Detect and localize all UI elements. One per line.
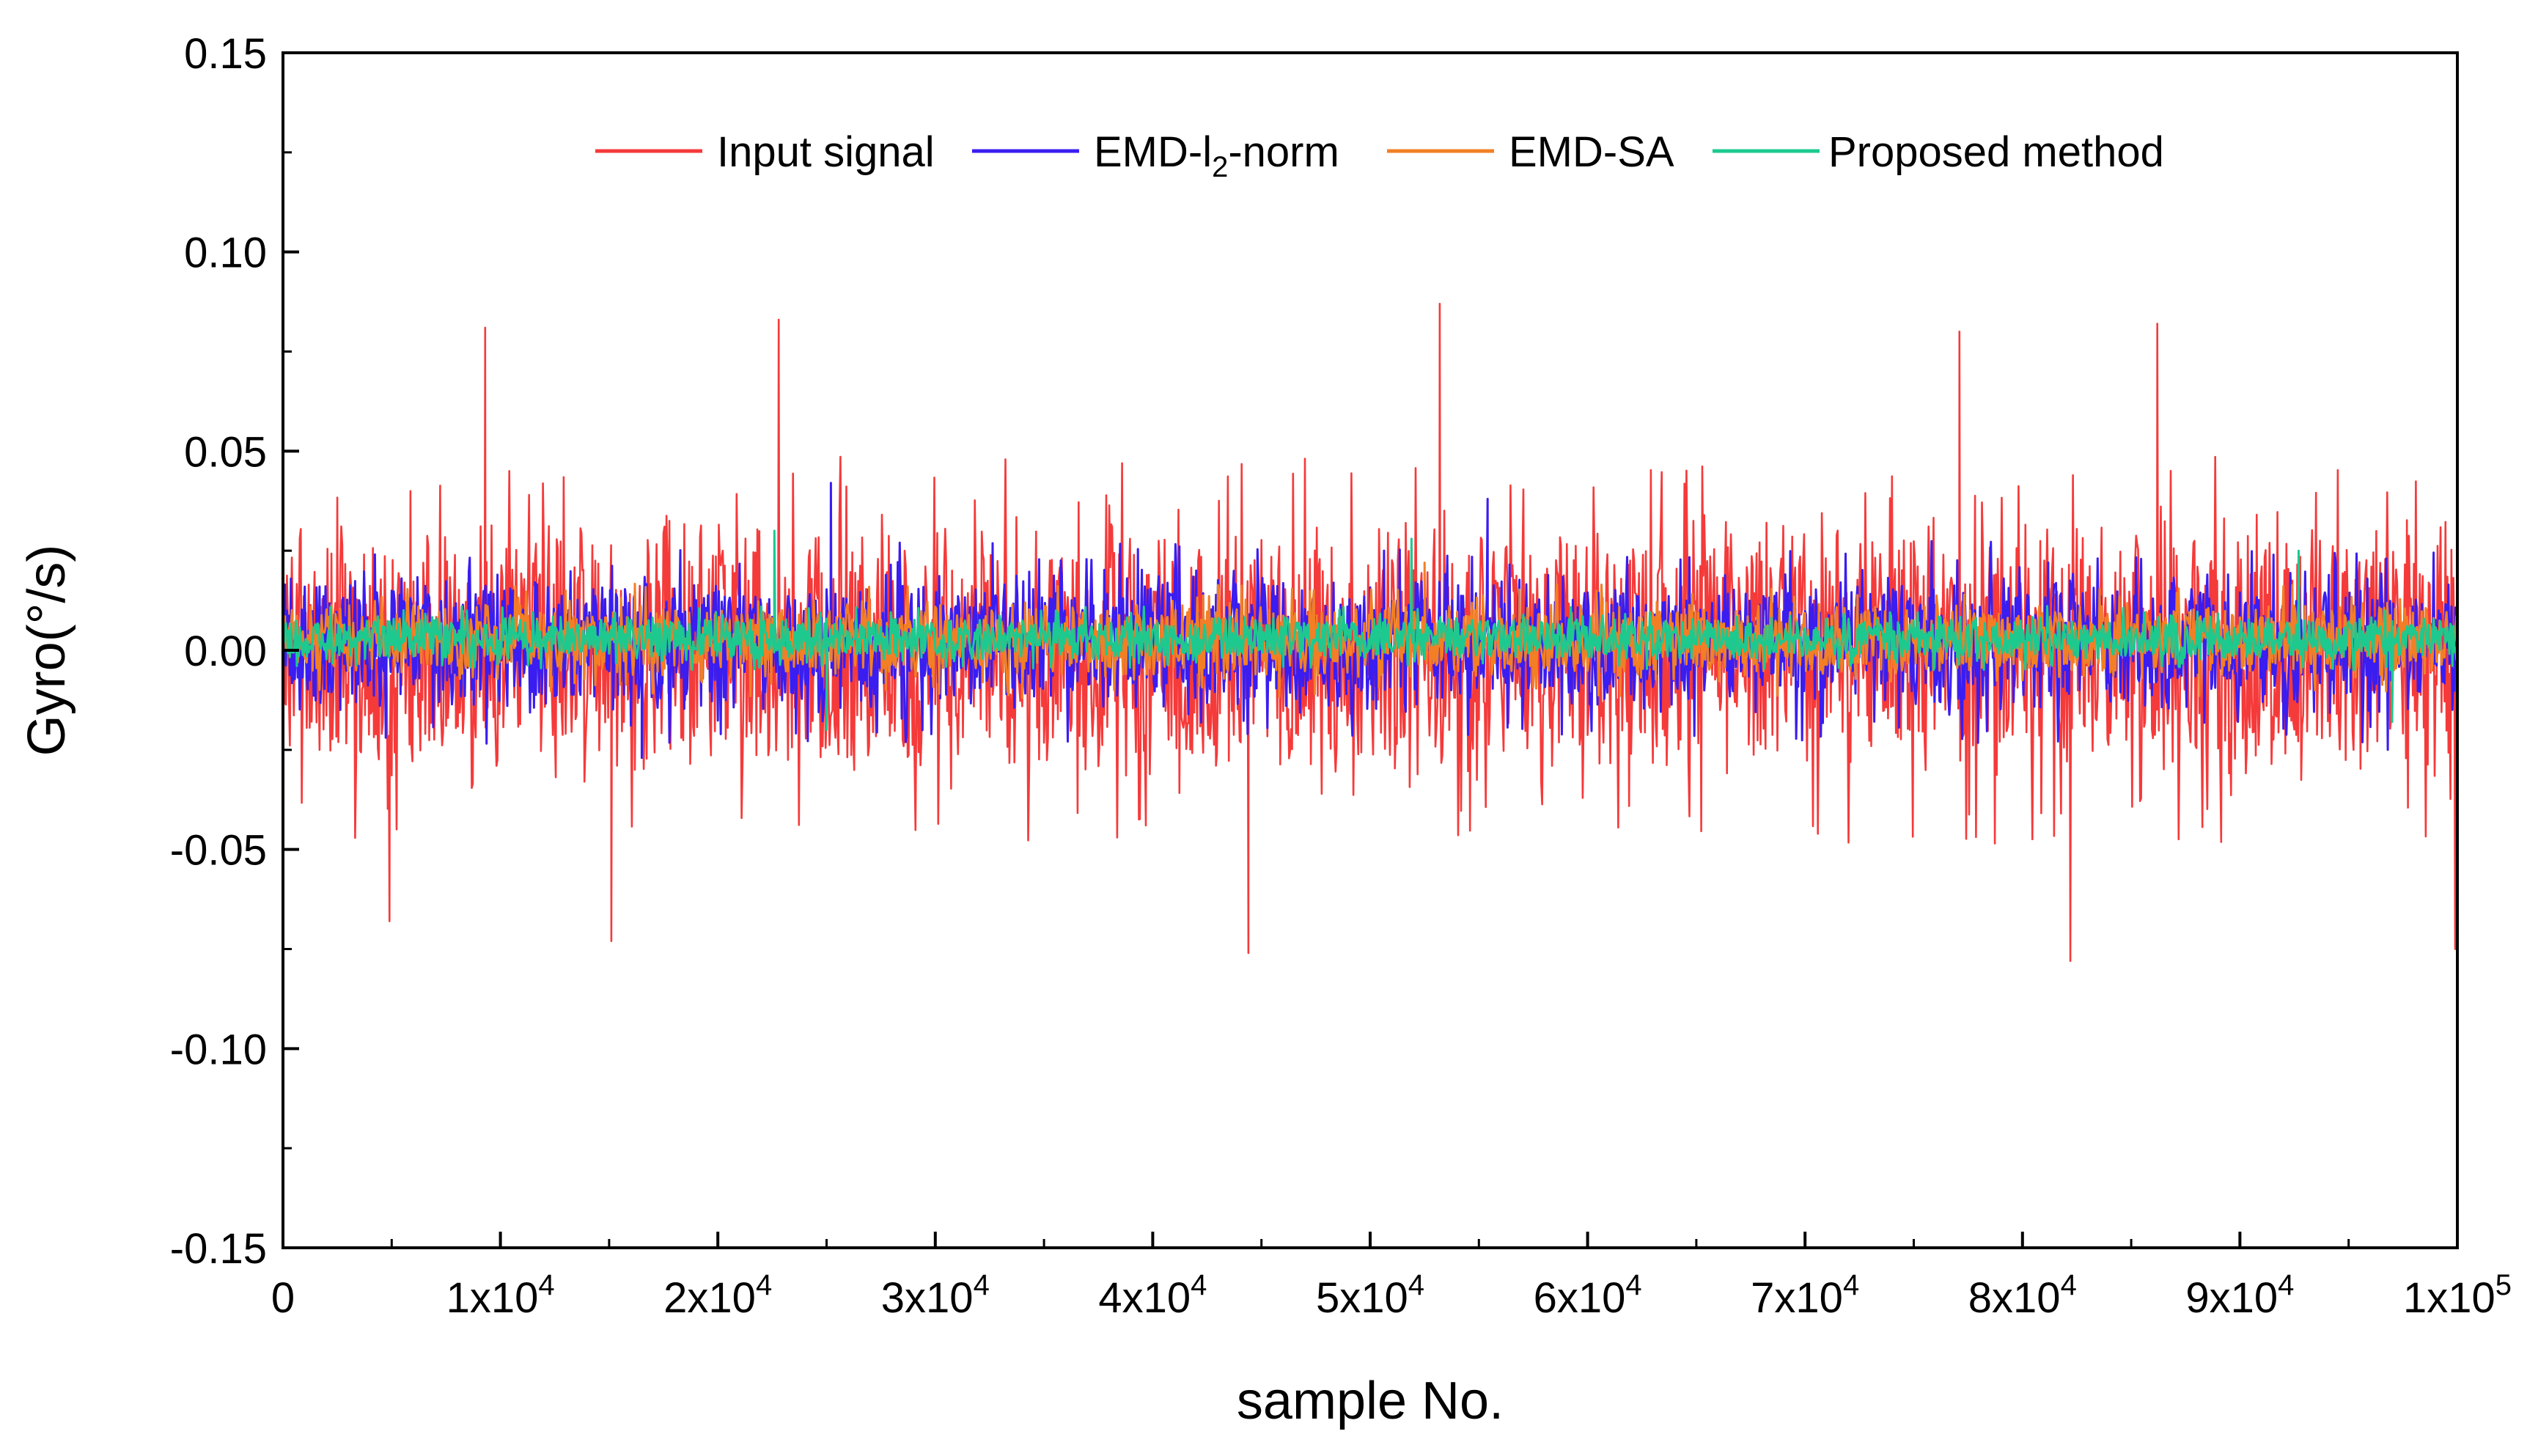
legend-item-emd-l2-norm: EMD-l2-norm [972, 128, 1339, 183]
legend: Input signal EMD-l2-norm EMD-SA Proposed… [595, 128, 2164, 183]
x-tick-label: 7x104 [1751, 1269, 1859, 1322]
y-tick-label: -0.05 [170, 827, 267, 875]
x-tick-label: 1x104 [446, 1269, 555, 1322]
legend-label-input-signal: Input signal [717, 128, 935, 176]
y-tick-label: -0.15 [170, 1225, 267, 1273]
y-tick-label: -0.10 [170, 1026, 267, 1073]
x-axis-title: sample No. [1237, 1372, 1504, 1430]
series-emd-sa-line [283, 562, 2457, 699]
y-tick-label: 0.10 [184, 229, 267, 277]
y-tick-label: 0.15 [184, 30, 267, 78]
x-tick-label: 2x104 [663, 1269, 772, 1322]
x-tick-label: 0 [271, 1274, 295, 1322]
legend-item-emd-sa: EMD-SA [1387, 128, 1674, 176]
series-proposed-method-line [283, 529, 2457, 732]
series-emd-l2-norm-line [283, 482, 2457, 760]
x-tick-label: 5x104 [1316, 1269, 1424, 1322]
series-layer [283, 303, 2457, 963]
x-axis: 0 1x104 2x104 3x104 4x104 5x104 6x104 7x104 8x10… [271, 1232, 2512, 1322]
x-tick-label: 3x104 [881, 1269, 990, 1322]
y-tick-label: 0.00 [184, 628, 267, 675]
legend-label-emd-l2-norm: EMD-l2-norm [1094, 128, 1339, 183]
legend-item-proposed-method: Proposed method [1713, 128, 2164, 176]
x-tick-label: 6x104 [1534, 1269, 1642, 1322]
legend-label-proposed-method: Proposed method [1828, 128, 2164, 176]
x-tick-label: 1x105 [2403, 1269, 2512, 1322]
x-tick-label: 8x104 [1968, 1269, 2077, 1322]
legend-item-input-signal: Input signal [595, 128, 935, 176]
x-tick-label: 9x104 [2185, 1269, 2294, 1322]
legend-label-emd-sa: EMD-SA [1509, 128, 1674, 176]
y-axis: 0.15 0.10 0.05 0.00 -0.05 -0.10 -0.15 [170, 30, 299, 1273]
y-axis-title: Gyro(°/s) [18, 545, 76, 757]
x-tick-label: 4x104 [1098, 1269, 1207, 1322]
y-tick-label: 0.05 [184, 428, 267, 476]
